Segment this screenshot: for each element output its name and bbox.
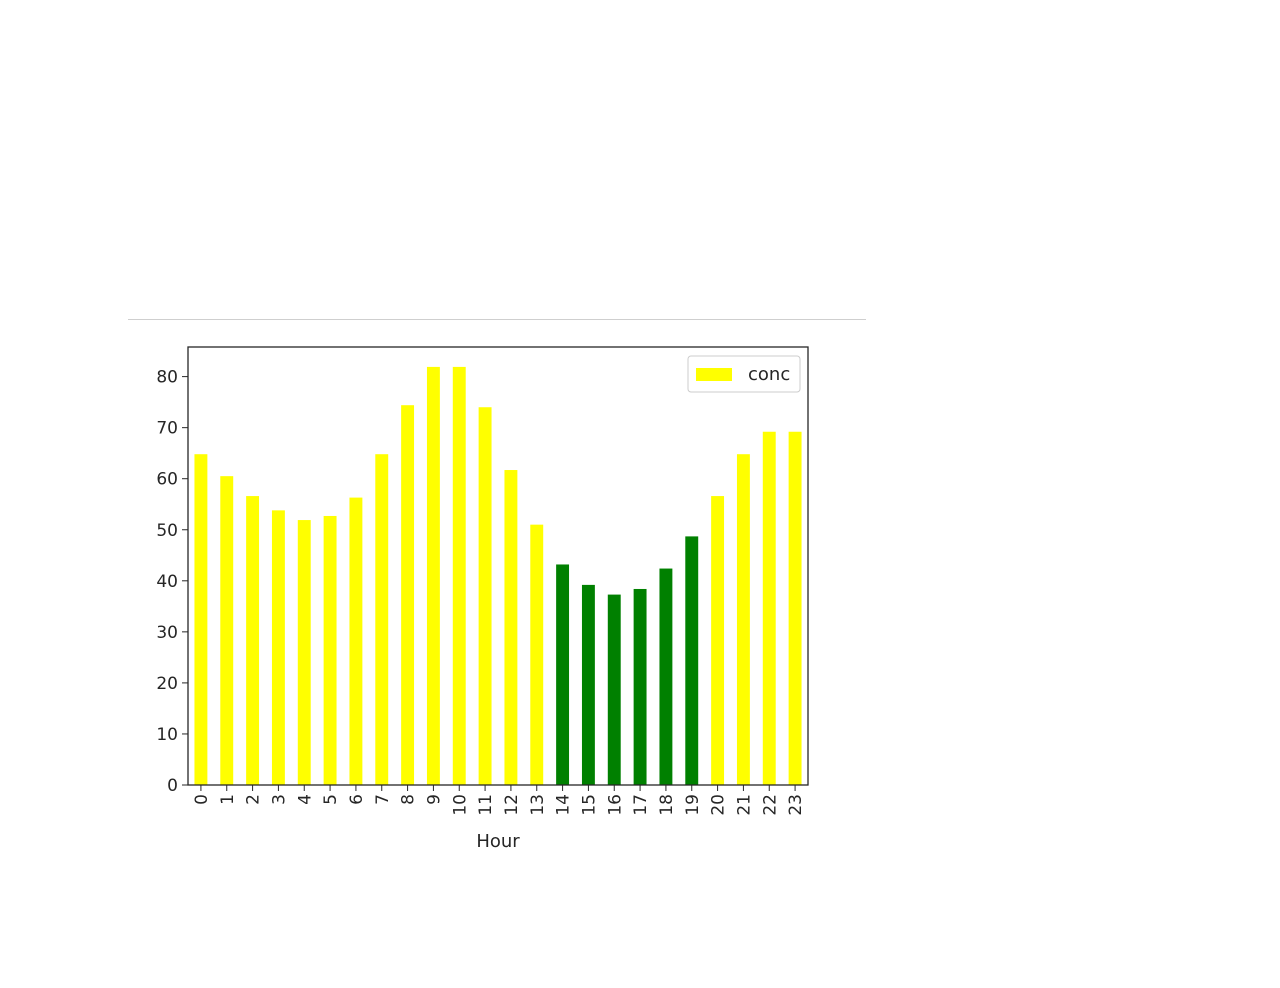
- bar-hour-6: [349, 497, 363, 785]
- y-tick-label: 10: [156, 725, 178, 745]
- bar-hour-7: [375, 454, 389, 785]
- x-tick-label: 4: [295, 794, 315, 805]
- bar-hour-14: [556, 564, 570, 785]
- bar-hour-0: [194, 454, 208, 785]
- x-tick-label: 20: [709, 794, 729, 816]
- bar-hour-4: [297, 520, 311, 785]
- x-tick-label: 2: [244, 794, 264, 805]
- bar-hour-9: [426, 366, 440, 785]
- legend-label: conc: [748, 364, 790, 385]
- x-axis-label: Hour: [476, 831, 520, 852]
- y-axis: 0 10 20 30 40 50 60 70 80: [156, 368, 188, 796]
- x-tick-label: 9: [424, 794, 444, 805]
- legend-box: [687, 355, 801, 393]
- bar-hour-8: [401, 405, 415, 785]
- bar-hour-16: [607, 594, 621, 785]
- x-tick-label: 6: [347, 794, 367, 805]
- bars-layer: [194, 366, 802, 785]
- x-tick-label: 7: [373, 794, 393, 805]
- x-tick-label: 13: [528, 794, 548, 816]
- y-tick-label: 80: [156, 368, 178, 388]
- plot-frame: [187, 346, 809, 786]
- bar-hour-15: [581, 584, 595, 785]
- x-tick-label: 14: [554, 794, 574, 816]
- y-tick-label: 50: [156, 521, 178, 541]
- y-tick-label: 20: [156, 674, 178, 694]
- x-tick-label: 19: [683, 794, 703, 816]
- y-tick-label: 0: [167, 776, 178, 796]
- y-tick-label: 70: [156, 419, 178, 439]
- legend: conc: [687, 355, 801, 393]
- y-tick-label: 60: [156, 470, 178, 490]
- bar-hour-5: [323, 515, 337, 785]
- bar-hour-11: [478, 407, 492, 785]
- x-tick-label: 21: [734, 794, 754, 816]
- bar-hour-19: [685, 536, 699, 785]
- x-tick-label: 22: [760, 794, 780, 816]
- x-tick-label: 10: [450, 794, 470, 816]
- y-tick-label: 30: [156, 623, 178, 643]
- x-tick-label: 3: [269, 794, 289, 805]
- x-tick-label: 15: [579, 794, 599, 816]
- x-tick-label: 23: [786, 794, 806, 816]
- x-axis: 0 1 2 3 4 5 6 7 8 9 10 11 12 13 14 15 16 17 18 19 20 21 22 23: [192, 785, 806, 816]
- x-tick-label: 1: [218, 794, 238, 805]
- bar-hour-22: [762, 431, 776, 785]
- bar-hour-2: [246, 496, 260, 785]
- x-tick-label: 11: [476, 794, 496, 816]
- x-tick-label: 5: [321, 794, 341, 805]
- bar-hour-3: [271, 510, 285, 785]
- bar-hour-17: [633, 588, 647, 785]
- bar-hour-1: [220, 476, 234, 785]
- bar-hour-10: [452, 366, 466, 785]
- legend-swatch: [696, 368, 732, 381]
- x-tick-label: 17: [631, 794, 651, 816]
- x-tick-label: 16: [605, 794, 625, 816]
- cell-divider: [128, 319, 866, 320]
- bar-hour-13: [530, 524, 544, 785]
- y-tick-label: 40: [156, 572, 178, 592]
- x-tick-label: 12: [502, 794, 522, 816]
- bar-hour-21: [736, 454, 750, 785]
- x-tick-label: 0: [192, 794, 212, 805]
- bar-hour-23: [788, 431, 802, 785]
- bar-hour-20: [711, 496, 725, 785]
- bar-hour-12: [504, 470, 518, 785]
- bar-hour-18: [659, 568, 673, 785]
- x-tick-label: 18: [657, 794, 677, 816]
- x-tick-label: 8: [399, 794, 419, 805]
